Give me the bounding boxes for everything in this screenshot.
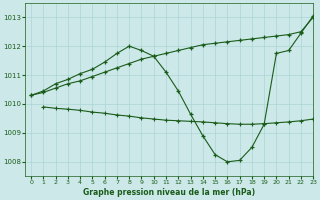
X-axis label: Graphe pression niveau de la mer (hPa): Graphe pression niveau de la mer (hPa) xyxy=(83,188,255,197)
